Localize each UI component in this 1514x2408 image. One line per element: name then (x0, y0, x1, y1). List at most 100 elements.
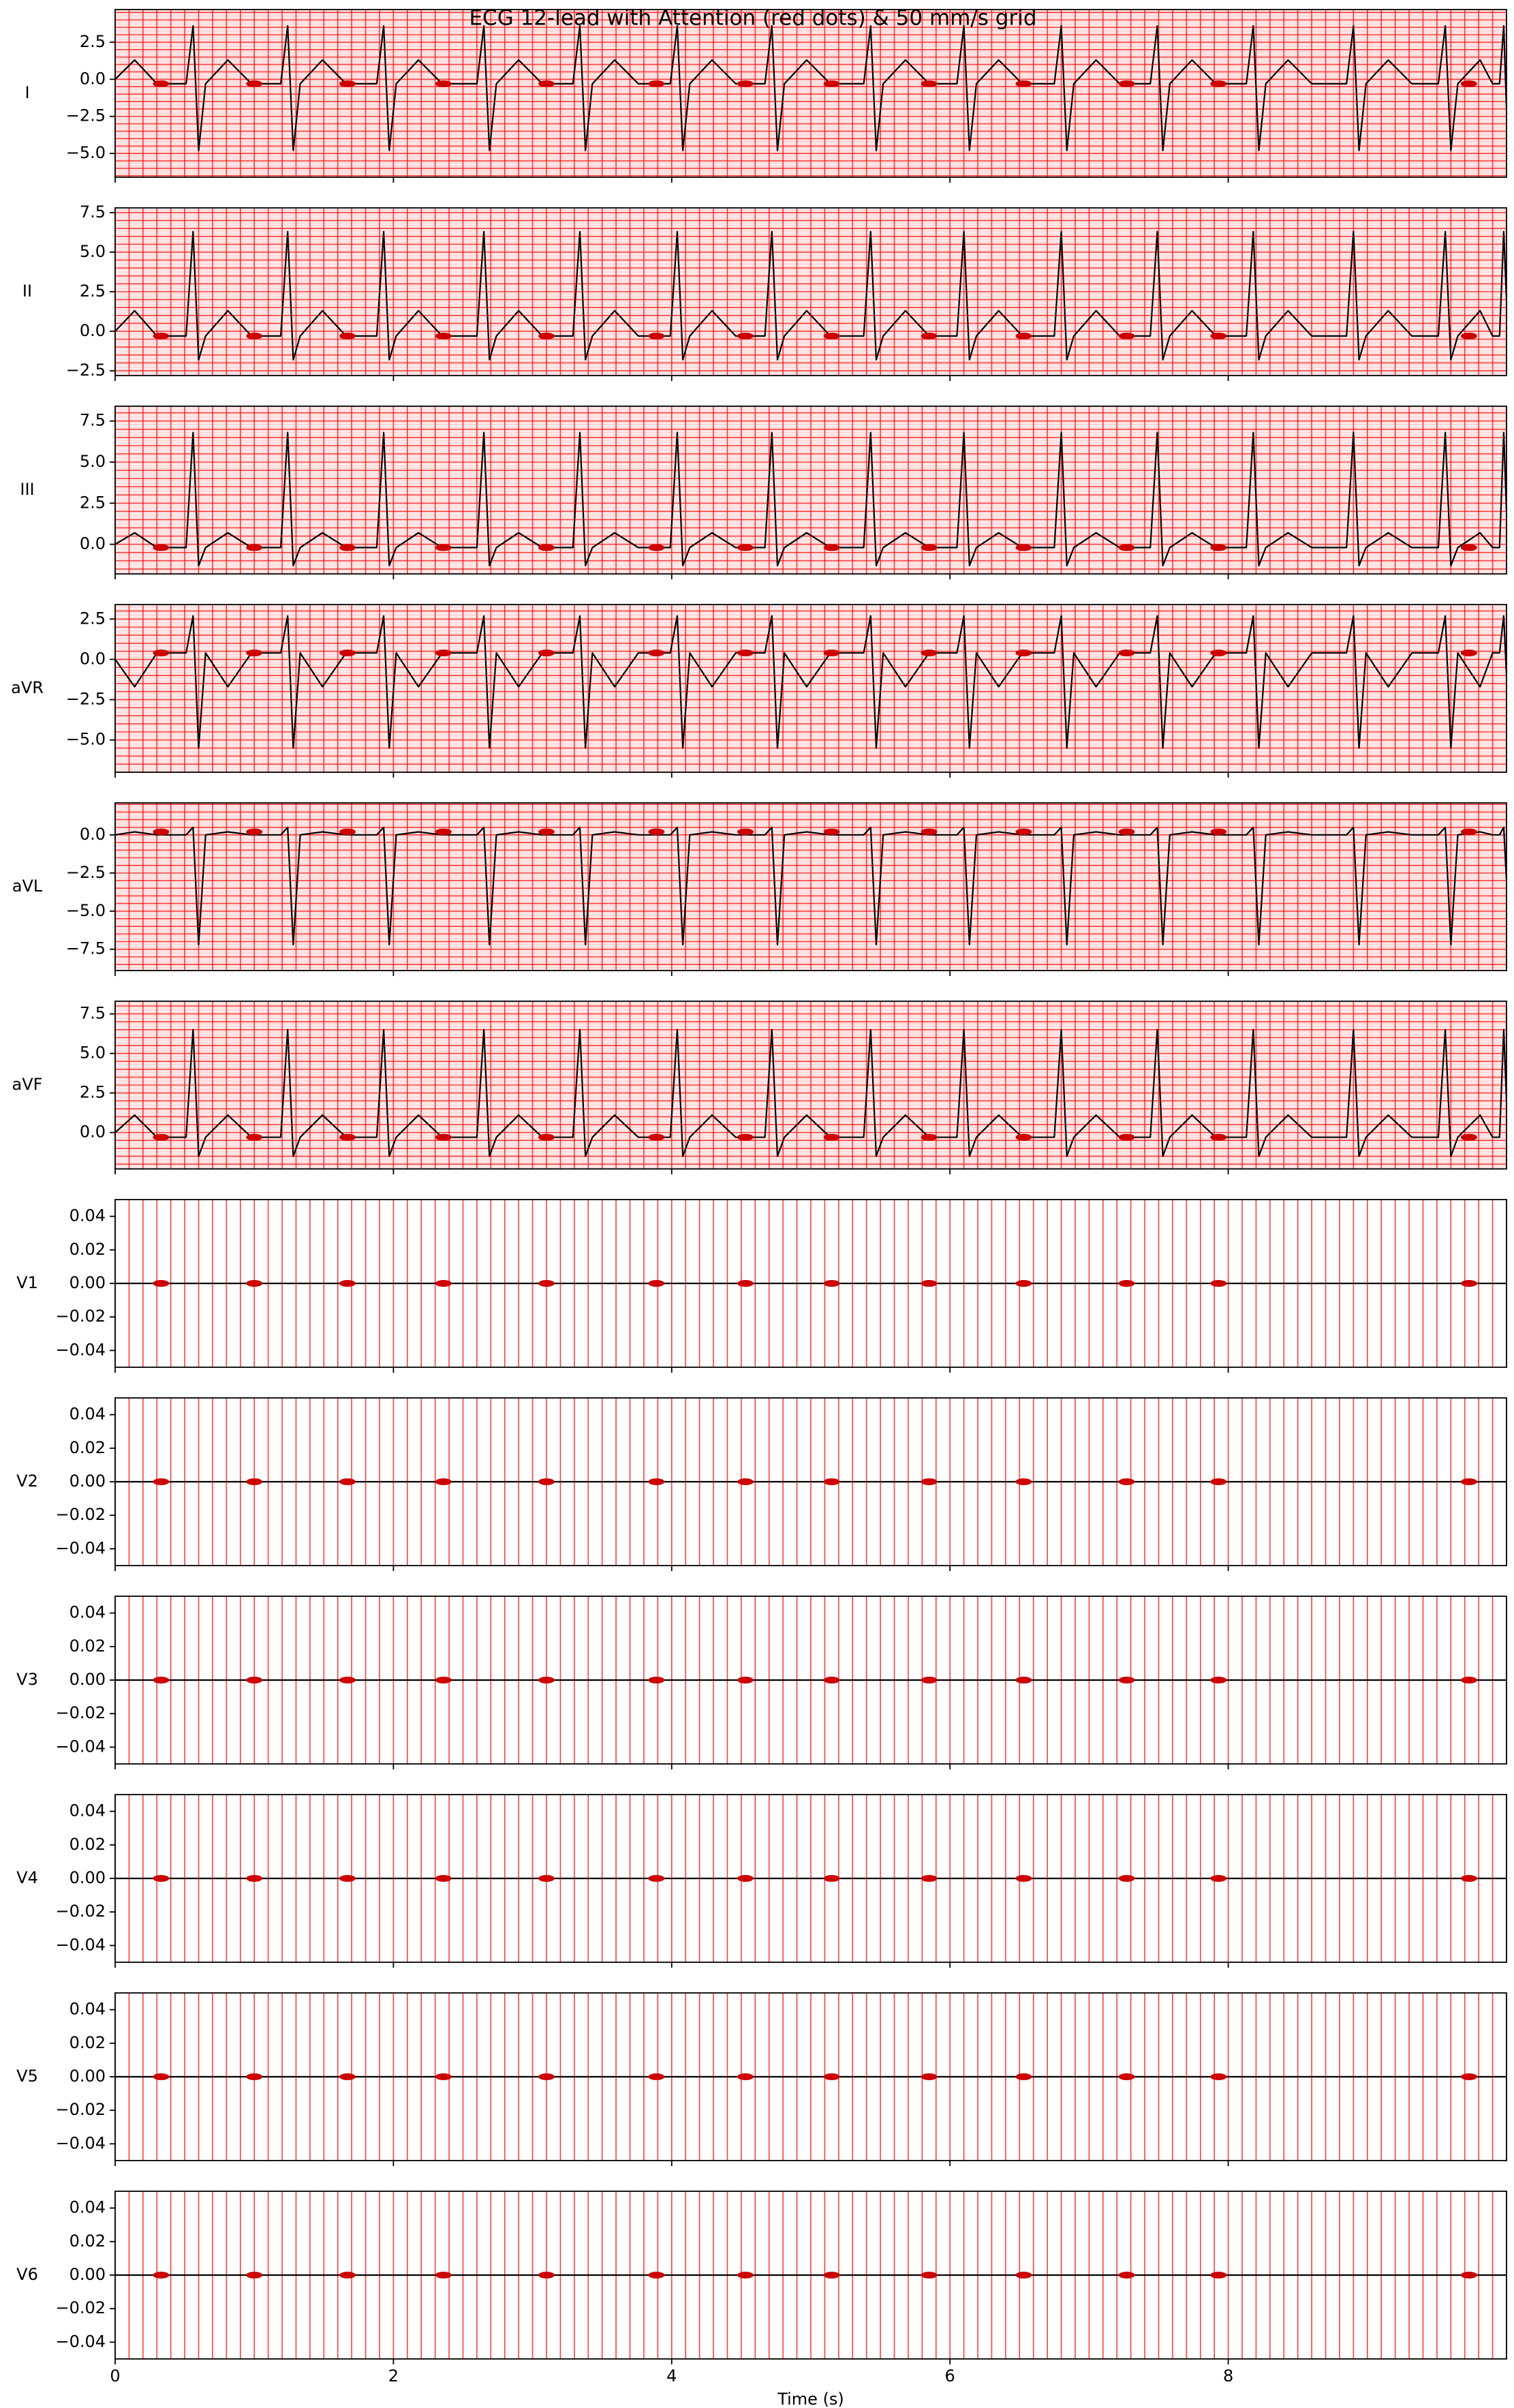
attention-dot (648, 1478, 665, 1485)
y-tick-label: 0.02 (69, 2033, 106, 2052)
attention-dot (538, 1133, 555, 1141)
attention-dot (435, 1875, 452, 1882)
attention-dot (823, 1677, 840, 1683)
y-tick-label: 0.02 (69, 1636, 106, 1656)
y-tick-label: 0.04 (69, 2000, 106, 2019)
lead-label: V4 (16, 1868, 38, 1887)
y-tick-label: 0.02 (69, 1438, 106, 1457)
ecg-trace (114, 615, 1508, 749)
y-tick-label: 0.00 (69, 1273, 106, 1292)
y-tick-label: 0.04 (69, 1603, 106, 1622)
y-tick-label: 2.5 (80, 493, 106, 512)
y-tick-label: 5.0 (80, 242, 106, 261)
attention-dot (1015, 80, 1032, 87)
attention-dot (153, 1133, 170, 1141)
attention-dot (823, 1280, 840, 1287)
attention-dot (921, 544, 938, 551)
attention-dot (921, 1478, 938, 1485)
attention-dot (823, 828, 840, 836)
attention-dot (823, 649, 840, 656)
attention-dot (538, 1280, 555, 1287)
y-tick-label: −0.02 (55, 1703, 106, 1722)
attention-dot (648, 2073, 665, 2080)
attention-dot (153, 1677, 170, 1683)
attention-dot (1015, 1478, 1032, 1485)
panel: 0.0 2.5 5.0 7.5 aVF (12, 1001, 1508, 1174)
panel: −0.04 −0.02 0.00 0.02 0.04 V1 (16, 1199, 1507, 1373)
attention-dot (1460, 80, 1477, 87)
y-tick-label: 0.00 (69, 1670, 106, 1689)
attention-dot (339, 2073, 356, 2080)
attention-dot (823, 2073, 840, 2080)
attention-dot (921, 1280, 938, 1287)
y-tick-label: 0.00 (69, 2265, 106, 2284)
y-tick-label: 0.00 (69, 1472, 106, 1491)
attention-dot (1015, 332, 1032, 339)
y-tick-label: 5.0 (80, 1043, 106, 1063)
attention-dot (339, 649, 356, 656)
attention-dot (246, 828, 263, 836)
attention-dot (153, 80, 170, 87)
axes-frame (114, 9, 1507, 178)
y-tick-label: 0.04 (69, 1801, 106, 1820)
attention-dot (737, 1478, 754, 1485)
axes-frame (114, 1001, 1507, 1170)
attention-dot (538, 1875, 555, 1882)
attention-dot (339, 332, 356, 339)
attention-dot (339, 1677, 356, 1683)
ecg-trace (114, 230, 1508, 361)
attention-dot (1460, 2073, 1477, 2080)
attention-dot (153, 332, 170, 339)
attention-dot (339, 2272, 356, 2279)
y-tick-label: 0.02 (69, 1240, 106, 1259)
x-tick-label: 8 (1223, 2366, 1233, 2386)
attention-dot (921, 2272, 938, 2279)
attention-dot (1210, 1875, 1227, 1882)
y-tick-label: 2.5 (80, 1083, 106, 1102)
attention-dot (246, 1133, 263, 1141)
attention-dot (737, 332, 754, 339)
attention-dot (153, 649, 170, 656)
panel: −2.5 0.0 2.5 5.0 7.5 II (22, 202, 1508, 381)
attention-dot (435, 649, 452, 656)
attention-dot (246, 1478, 263, 1485)
attention-dot (1118, 828, 1135, 836)
attention-dot (1118, 332, 1135, 339)
attention-dot (1210, 1478, 1227, 1485)
y-tick-label: 0.00 (69, 1868, 106, 1887)
attention-dot (435, 1677, 452, 1683)
attention-dot (1015, 1280, 1032, 1287)
y-tick-label: 0.04 (69, 1405, 106, 1424)
attention-dot (1460, 828, 1477, 836)
attention-dot (435, 2073, 452, 2080)
lead-label: V6 (16, 2265, 38, 2284)
attention-dot (153, 1875, 170, 1882)
y-tick-label: −5.0 (66, 901, 106, 920)
attention-dot (1210, 1133, 1227, 1141)
attention-dot (538, 544, 555, 551)
attention-dot (737, 649, 754, 656)
attention-dot (435, 332, 452, 339)
attention-dot (246, 1677, 263, 1683)
y-tick-label: 7.5 (80, 411, 106, 430)
attention-dot (1118, 1133, 1135, 1141)
attention-dot (1118, 80, 1135, 87)
y-tick-label: −7.5 (66, 939, 106, 958)
attention-dot (246, 1280, 263, 1287)
attention-dot (648, 828, 665, 836)
y-tick-label: −0.04 (55, 1935, 106, 1954)
axes-frame (114, 802, 1507, 971)
panel: 0.0 2.5 5.0 7.5 III (20, 406, 1508, 579)
attention-dot (538, 332, 555, 339)
attention-dot (823, 1478, 840, 1485)
ecg-trace (114, 1028, 1508, 1157)
attention-dot (246, 332, 263, 339)
y-tick-label: −0.04 (55, 1340, 106, 1359)
y-tick-label: 0.0 (80, 649, 106, 668)
attention-dot (1460, 1280, 1477, 1287)
attention-dot (1210, 1280, 1227, 1287)
attention-dot (1118, 2272, 1135, 2279)
panel: −0.04 −0.02 0.00 0.02 0.04 V3 (16, 1596, 1507, 1769)
